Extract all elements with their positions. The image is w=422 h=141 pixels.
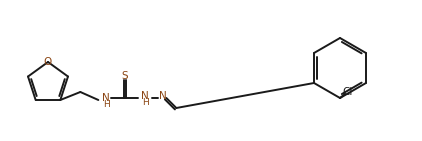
Text: N: N (160, 91, 167, 101)
Text: N: N (103, 93, 110, 103)
Text: S: S (121, 71, 128, 81)
Text: O: O (44, 57, 52, 67)
Text: H: H (103, 101, 110, 110)
Text: Cl: Cl (343, 87, 353, 97)
Text: H: H (142, 99, 149, 107)
Text: N: N (141, 91, 149, 101)
